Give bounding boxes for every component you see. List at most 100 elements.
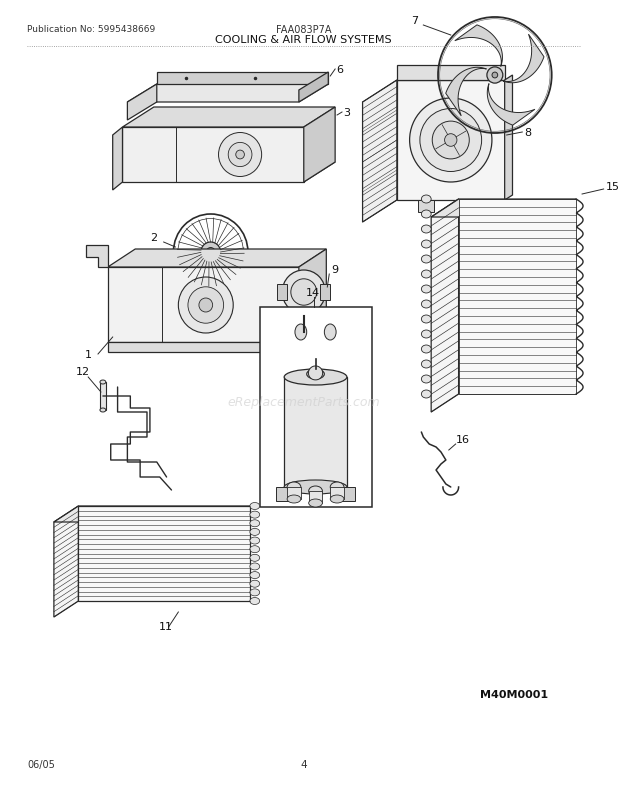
Polygon shape bbox=[299, 73, 328, 103]
Text: 11: 11 bbox=[159, 622, 173, 631]
Ellipse shape bbox=[295, 325, 307, 341]
Polygon shape bbox=[54, 506, 250, 522]
Polygon shape bbox=[446, 68, 487, 117]
Polygon shape bbox=[505, 76, 513, 200]
Text: 14: 14 bbox=[306, 288, 320, 298]
Polygon shape bbox=[127, 85, 157, 121]
Polygon shape bbox=[108, 249, 326, 268]
Ellipse shape bbox=[250, 581, 260, 588]
Text: 15: 15 bbox=[606, 182, 619, 192]
Circle shape bbox=[228, 144, 252, 168]
Polygon shape bbox=[78, 506, 250, 602]
Ellipse shape bbox=[287, 496, 301, 504]
Ellipse shape bbox=[250, 512, 260, 518]
Text: COOLING & AIR FLOW SYSTEMS: COOLING & AIR FLOW SYSTEMS bbox=[216, 35, 392, 45]
Bar bbox=[418, 200, 434, 213]
Text: Publication No: 5995438669: Publication No: 5995438669 bbox=[27, 25, 156, 34]
Ellipse shape bbox=[309, 486, 322, 496]
Circle shape bbox=[201, 243, 221, 263]
Polygon shape bbox=[123, 128, 304, 183]
Polygon shape bbox=[108, 268, 299, 342]
Circle shape bbox=[492, 73, 498, 79]
Ellipse shape bbox=[422, 375, 431, 383]
Bar bbox=[330, 488, 344, 500]
Circle shape bbox=[199, 298, 213, 313]
Ellipse shape bbox=[330, 496, 344, 504]
Text: 12: 12 bbox=[76, 367, 89, 376]
Text: 1: 1 bbox=[85, 350, 92, 359]
Ellipse shape bbox=[250, 589, 260, 596]
Ellipse shape bbox=[422, 316, 431, 323]
Ellipse shape bbox=[250, 529, 260, 536]
Circle shape bbox=[206, 248, 215, 257]
Polygon shape bbox=[127, 85, 328, 103]
Polygon shape bbox=[299, 249, 326, 342]
Polygon shape bbox=[455, 26, 502, 67]
Ellipse shape bbox=[422, 211, 431, 219]
Ellipse shape bbox=[422, 256, 431, 264]
Ellipse shape bbox=[422, 361, 431, 369]
Polygon shape bbox=[363, 81, 397, 223]
Ellipse shape bbox=[309, 500, 322, 508]
Ellipse shape bbox=[287, 482, 301, 492]
Text: M40M0001: M40M0001 bbox=[480, 689, 548, 699]
Polygon shape bbox=[397, 66, 505, 81]
Circle shape bbox=[420, 109, 482, 172]
Text: 7: 7 bbox=[412, 16, 418, 26]
Ellipse shape bbox=[422, 225, 431, 233]
Text: 6: 6 bbox=[336, 65, 343, 75]
Text: FAA083P7A: FAA083P7A bbox=[276, 25, 332, 35]
Polygon shape bbox=[86, 245, 108, 268]
Ellipse shape bbox=[250, 563, 260, 570]
Ellipse shape bbox=[422, 286, 431, 294]
Text: 9: 9 bbox=[331, 265, 339, 274]
Bar bbox=[342, 488, 355, 501]
Ellipse shape bbox=[250, 503, 260, 510]
Text: 2: 2 bbox=[150, 233, 157, 243]
Ellipse shape bbox=[422, 330, 431, 338]
Circle shape bbox=[445, 135, 457, 147]
Ellipse shape bbox=[100, 380, 106, 384]
Polygon shape bbox=[397, 81, 505, 200]
Bar bbox=[321, 285, 330, 301]
Polygon shape bbox=[123, 107, 335, 128]
Bar bbox=[309, 492, 322, 504]
Ellipse shape bbox=[250, 520, 260, 527]
Ellipse shape bbox=[250, 537, 260, 545]
Bar bbox=[277, 285, 287, 301]
Ellipse shape bbox=[422, 391, 431, 399]
Circle shape bbox=[282, 270, 326, 314]
Polygon shape bbox=[503, 35, 544, 83]
Ellipse shape bbox=[250, 597, 260, 605]
Text: 16: 16 bbox=[456, 435, 470, 444]
Polygon shape bbox=[123, 163, 335, 183]
Circle shape bbox=[179, 277, 233, 334]
Circle shape bbox=[410, 99, 492, 183]
Ellipse shape bbox=[422, 196, 431, 204]
Polygon shape bbox=[304, 107, 335, 183]
Text: 06/05: 06/05 bbox=[27, 759, 55, 769]
Text: 3: 3 bbox=[343, 107, 350, 118]
Polygon shape bbox=[108, 342, 299, 353]
Ellipse shape bbox=[307, 370, 324, 379]
Ellipse shape bbox=[330, 482, 344, 492]
Text: eReplacementParts.com: eReplacementParts.com bbox=[228, 396, 380, 409]
Ellipse shape bbox=[284, 370, 347, 386]
Circle shape bbox=[188, 287, 224, 324]
Ellipse shape bbox=[422, 301, 431, 309]
Circle shape bbox=[291, 279, 317, 306]
Polygon shape bbox=[157, 73, 328, 85]
Ellipse shape bbox=[250, 572, 260, 579]
Bar bbox=[284, 378, 347, 488]
Ellipse shape bbox=[422, 270, 431, 278]
Circle shape bbox=[218, 133, 262, 177]
Bar bbox=[260, 308, 373, 508]
Text: 4: 4 bbox=[301, 759, 307, 769]
Polygon shape bbox=[113, 128, 123, 191]
Text: 8: 8 bbox=[525, 128, 531, 138]
Circle shape bbox=[236, 151, 244, 160]
Bar bbox=[100, 383, 106, 411]
Bar bbox=[277, 488, 289, 501]
Polygon shape bbox=[431, 200, 459, 412]
Circle shape bbox=[487, 68, 503, 84]
